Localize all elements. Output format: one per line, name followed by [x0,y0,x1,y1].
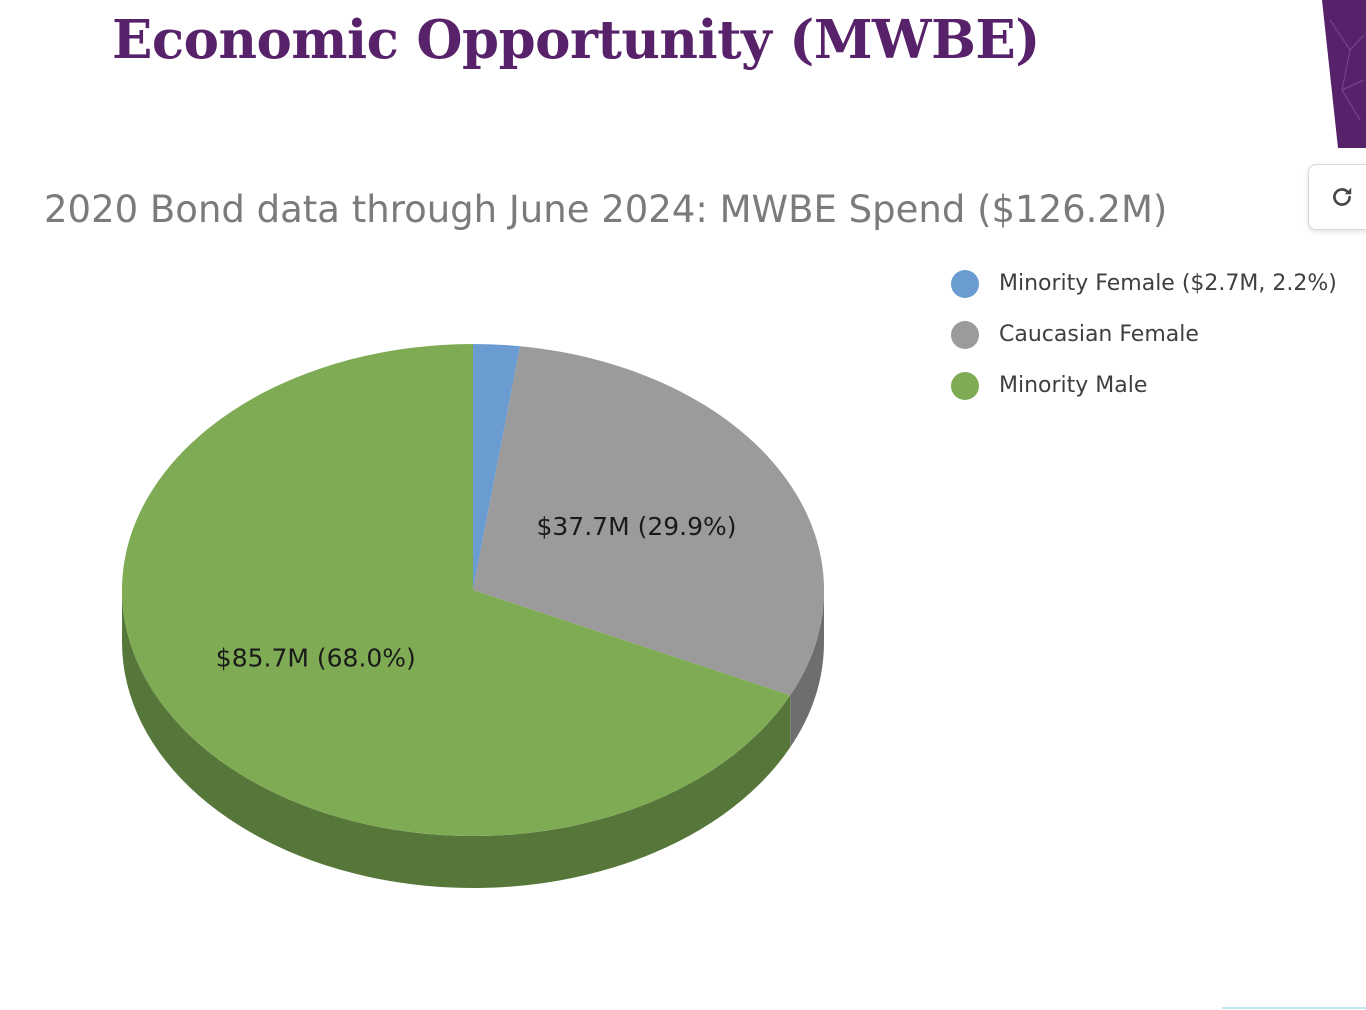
legend-label-caucasian-female: Caucasian Female [999,322,1199,347]
pie-slice-caucasian-female [473,346,824,696]
legend-swatch-minority-male [951,371,979,400]
refresh-icon [1333,187,1352,206]
pie-slice-minority-male [121,344,791,836]
chart-title: 2020 Bond data through June 2024: MWBE S… [44,188,1168,231]
legend-swatch-caucasian-female [951,320,979,349]
pie-chart: $37.7M (29.9%) $85.7M (68.0%) [121,344,824,889]
bottom-rule [1222,1007,1366,1009]
legend-label-minority-female: Minority Female ($2.7M, 2.2%) [999,271,1337,296]
legend-item-minority-female: Minority Female ($2.7M, 2.2%) [951,258,1361,309]
legend-swatch-minority-female [951,269,979,298]
legend-item-minority-male: Minority Male [951,360,1361,411]
pie-side-caucasian-female [790,590,824,748]
legend-label-minority-male: Minority Male [999,373,1148,398]
pie-side-minority-male [122,590,791,889]
chart-legend: Minority Female ($2.7M, 2.2%) Caucasian … [951,258,1361,411]
data-label-caucasian-female: $37.7M (29.9%) [537,512,737,541]
legend-item-caucasian-female: Caucasian Female [951,309,1361,360]
slide-title: Economic Opportunity (MWBE) [112,9,1040,71]
data-label-minority-male: $85.7M (68.0%) [216,644,416,673]
pie-slice-minority-female [473,344,521,590]
corner-decoration [1322,0,1366,148]
refresh-button[interactable] [1308,164,1366,230]
